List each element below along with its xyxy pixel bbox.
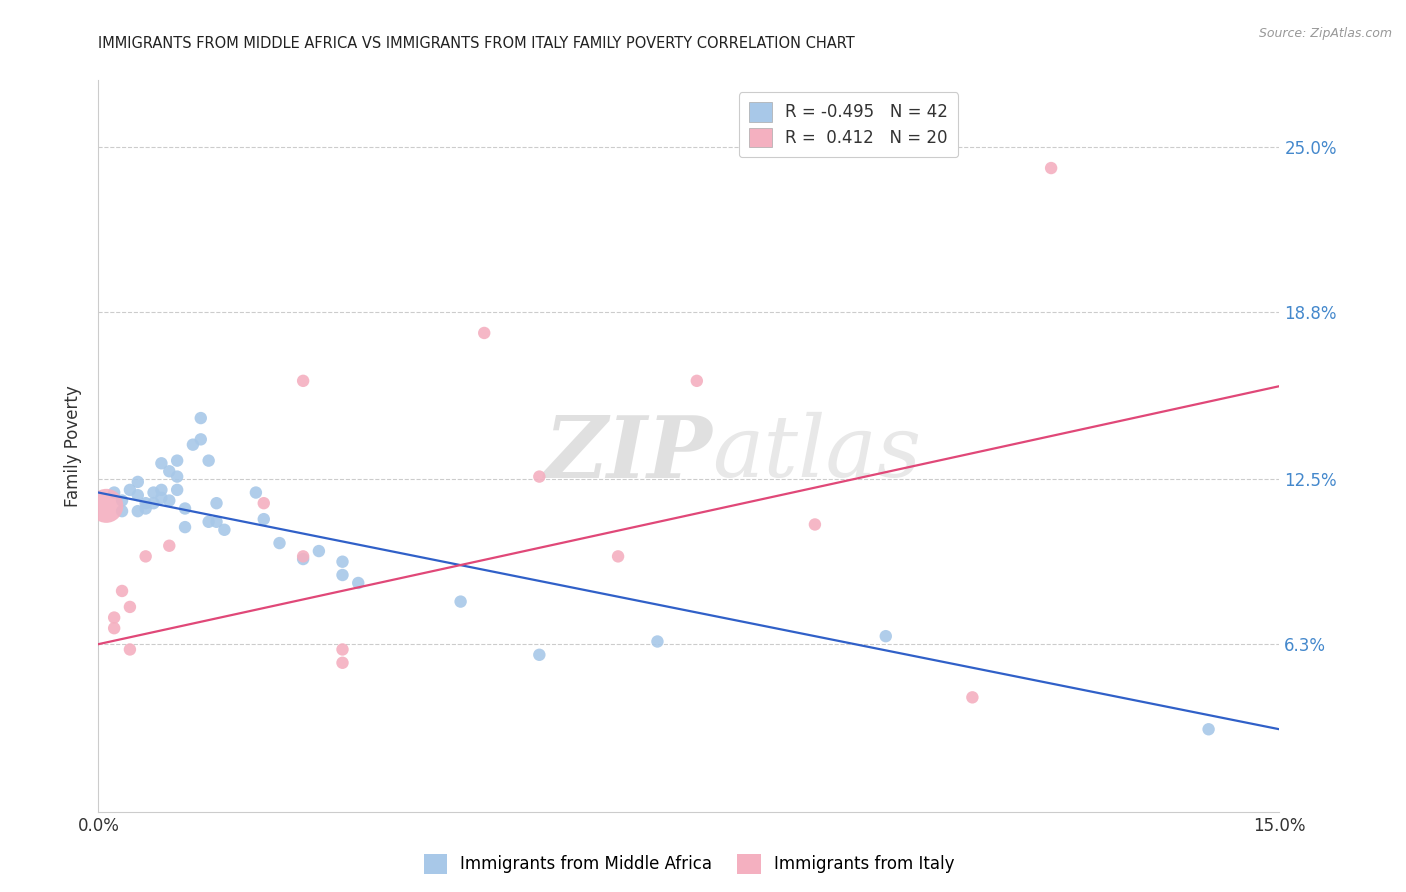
Point: [127, 475, 149, 489]
Point: [157, 493, 180, 508]
Point: [245, 485, 267, 500]
Point: [174, 501, 197, 516]
Point: [166, 483, 188, 497]
Point: [111, 584, 134, 599]
Point: [197, 515, 219, 529]
Point: [127, 504, 149, 518]
Point: [190, 433, 212, 447]
Text: atlas: atlas: [713, 412, 922, 495]
Point: [111, 504, 134, 518]
Point: [292, 552, 315, 566]
Point: [292, 374, 315, 388]
Point: [166, 469, 188, 483]
Legend: Immigrants from Middle Africa, Immigrants from Italy: Immigrants from Middle Africa, Immigrant…: [416, 847, 962, 880]
Point: [804, 517, 827, 532]
Point: [142, 496, 165, 510]
Point: [607, 549, 630, 564]
Point: [174, 520, 197, 534]
Point: [190, 411, 212, 425]
Text: IMMIGRANTS FROM MIDDLE AFRICA VS IMMIGRANTS FROM ITALY FAMILY POVERTY CORRELATIO: IMMIGRANTS FROM MIDDLE AFRICA VS IMMIGRA…: [98, 36, 855, 51]
Point: [875, 629, 897, 643]
Point: [181, 438, 204, 452]
Point: [1198, 723, 1220, 737]
Point: [150, 491, 173, 505]
Point: [647, 634, 669, 648]
Point: [308, 544, 330, 558]
Point: [472, 326, 495, 340]
Point: [103, 485, 125, 500]
Point: [332, 568, 354, 582]
Point: [166, 453, 188, 467]
Point: [118, 483, 141, 497]
Point: [127, 488, 149, 502]
Point: [118, 642, 141, 657]
Point: [135, 501, 157, 516]
Text: ZIP: ZIP: [544, 411, 713, 495]
Point: [157, 539, 180, 553]
Point: [450, 594, 472, 608]
Point: [157, 464, 180, 478]
Point: [103, 610, 125, 624]
Point: [214, 523, 236, 537]
Point: [332, 656, 354, 670]
Point: [269, 536, 291, 550]
Point: [332, 642, 354, 657]
Text: Source: ZipAtlas.com: Source: ZipAtlas.com: [1258, 27, 1392, 40]
Point: [529, 469, 551, 483]
Point: [111, 493, 134, 508]
Point: [962, 690, 984, 705]
Point: [347, 576, 370, 591]
Point: [142, 485, 165, 500]
Point: [197, 453, 219, 467]
Point: [205, 496, 228, 510]
Point: [103, 621, 125, 635]
Point: [1040, 161, 1063, 175]
Point: [253, 512, 276, 526]
Point: [135, 496, 157, 510]
Point: [118, 599, 141, 614]
Point: [150, 483, 173, 497]
Point: [96, 499, 118, 513]
Point: [292, 549, 315, 564]
Point: [150, 456, 173, 470]
Point: [205, 515, 228, 529]
Point: [135, 549, 157, 564]
Point: [332, 555, 354, 569]
Point: [253, 496, 276, 510]
Point: [686, 374, 709, 388]
Y-axis label: Family Poverty: Family Poverty: [65, 385, 83, 507]
Point: [529, 648, 551, 662]
